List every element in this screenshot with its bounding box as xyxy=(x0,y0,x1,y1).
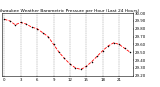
Point xyxy=(63,58,66,59)
Point xyxy=(69,63,71,65)
Point xyxy=(25,23,28,25)
Point xyxy=(123,48,126,49)
Point xyxy=(36,28,38,29)
Point xyxy=(8,20,11,22)
Point xyxy=(101,50,104,51)
Point xyxy=(3,19,6,20)
Point xyxy=(14,24,16,25)
Point xyxy=(30,26,33,28)
Point xyxy=(20,22,22,23)
Point xyxy=(80,69,82,70)
Point xyxy=(85,66,88,67)
Point xyxy=(58,52,60,53)
Title: Milwaukee Weather Barometric Pressure per Hour (Last 24 Hours): Milwaukee Weather Barometric Pressure pe… xyxy=(0,9,139,13)
Point xyxy=(129,52,131,53)
Point xyxy=(91,61,93,62)
Point xyxy=(74,67,77,69)
Point xyxy=(52,44,55,45)
Point xyxy=(118,44,120,45)
Point xyxy=(107,45,109,47)
Point xyxy=(41,32,44,33)
Point xyxy=(112,42,115,44)
Point xyxy=(47,36,49,37)
Point xyxy=(96,55,99,57)
